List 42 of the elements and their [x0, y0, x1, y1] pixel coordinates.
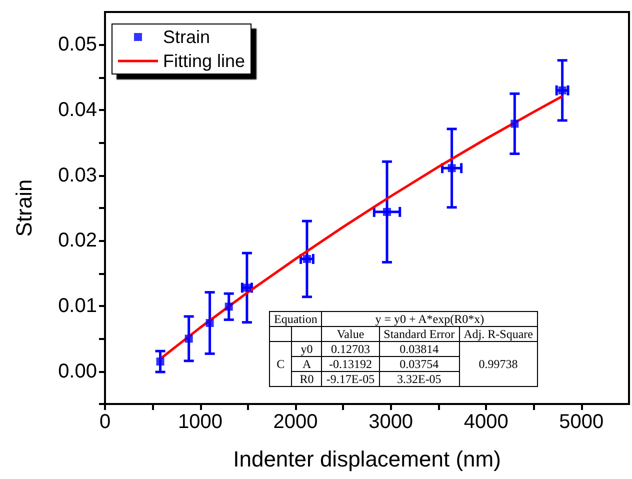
annotation: 0.03754 — [379, 356, 460, 372]
annotation: -0.13192 — [322, 356, 380, 372]
annotation: 0.03814 — [379, 342, 460, 356]
x-tick-label: 2000 — [273, 411, 318, 433]
y-tick-label: 0.04 — [58, 99, 97, 121]
annotation: Value — [322, 326, 380, 342]
point — [156, 358, 164, 366]
annotation: y0 — [292, 342, 322, 356]
annotation: Standard Error — [379, 326, 460, 342]
annotation: Adj. R-Square — [459, 326, 538, 342]
y-tick-label: 0.00 — [58, 360, 97, 382]
annotation: C — [270, 342, 292, 386]
point — [224, 302, 233, 311]
annotation: 0.99738 — [459, 342, 538, 386]
y-tick-label: 0.05 — [58, 34, 97, 56]
point — [448, 164, 456, 172]
x-tick-label: 0 — [99, 411, 111, 433]
legend-label: Fitting line — [163, 51, 246, 71]
annotation: Equation — [270, 312, 322, 326]
x-tick-label: 3000 — [368, 411, 414, 433]
y-tick-label: 0.01 — [58, 295, 97, 317]
annotation: A — [292, 356, 322, 372]
point — [184, 334, 193, 343]
annotation: -9.17E-05 — [322, 372, 380, 386]
y-tick-label: 0.03 — [58, 164, 97, 186]
legend-label: Strain — [163, 27, 210, 47]
x-tick-label: 4000 — [464, 411, 508, 433]
x-tick-label: 5000 — [559, 411, 604, 433]
point — [558, 86, 566, 94]
x-tick-label: 1000 — [178, 411, 223, 433]
point — [510, 120, 519, 128]
annotation: y = y0 + A*exp(R0*x) — [322, 312, 538, 326]
annotation: 0.12703 — [322, 342, 380, 356]
annotation: 3.32E-05 — [379, 372, 460, 386]
point — [206, 318, 214, 327]
point — [242, 284, 251, 292]
y-axis-title: Strain — [12, 179, 36, 237]
x-axis-title: Indenter displacement (nm) — [233, 446, 501, 472]
point — [302, 254, 311, 263]
y-tick-label: 0.02 — [58, 230, 97, 252]
annotation: R0 — [292, 372, 322, 386]
point — [383, 208, 392, 216]
